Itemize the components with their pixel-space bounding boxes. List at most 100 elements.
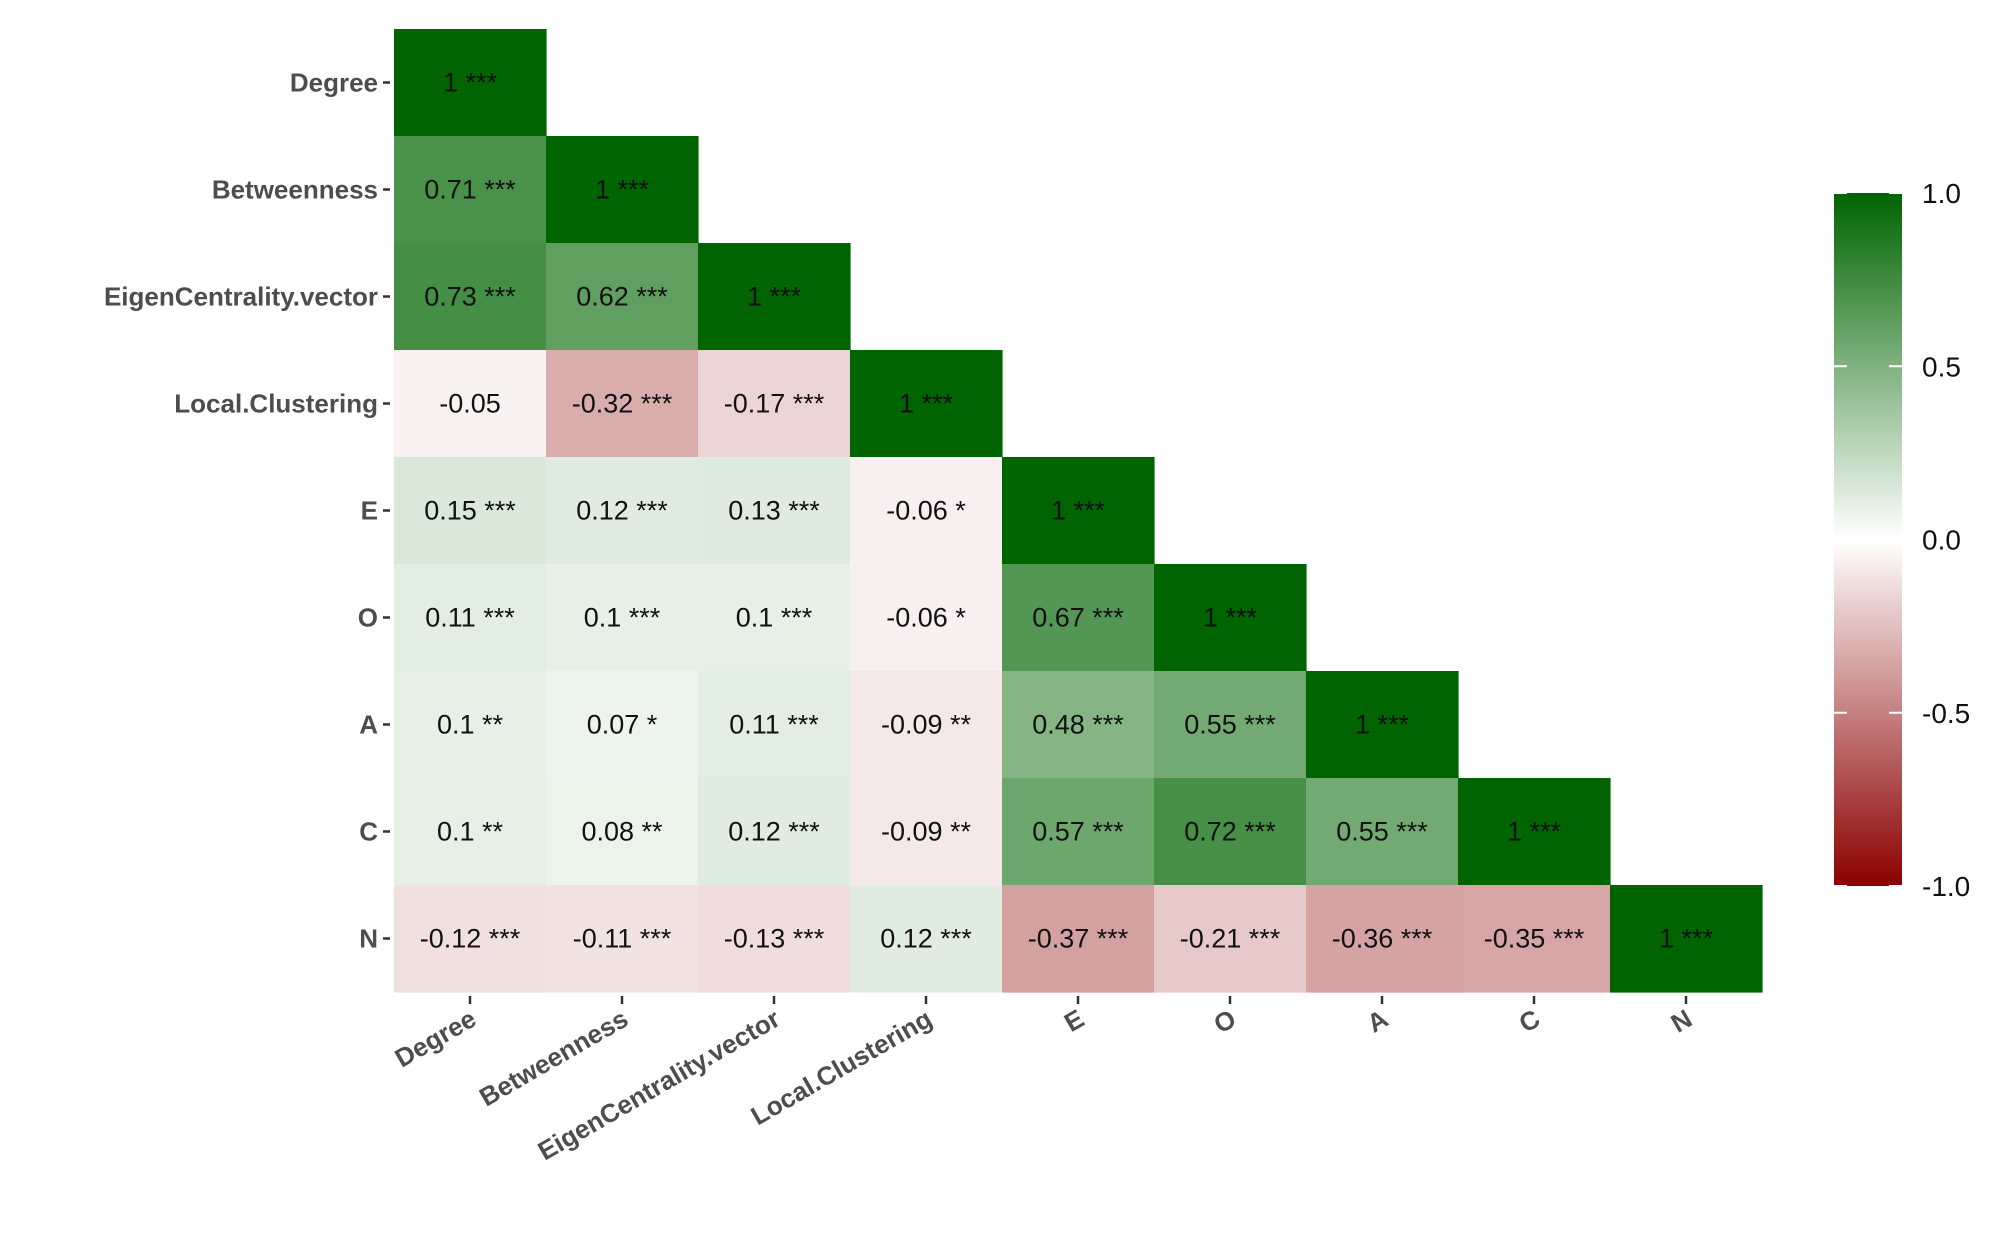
- heatmap-cell-Local.Clustering-Local.Clustering: [850, 350, 1003, 458]
- cell-label-EigenCentrality.vector-Degree: 0.73 ***: [424, 282, 516, 312]
- x-tick-label-N: N: [1666, 1003, 1697, 1038]
- cell-label-N-Betweenness: -0.11 ***: [573, 924, 672, 954]
- cell-label-E-EigenCentrality.vector: 0.13 ***: [728, 496, 820, 526]
- legend-tick-label: -0.5: [1922, 698, 1970, 729]
- y-tick-label-O: O: [358, 603, 378, 633]
- cell-label-A-Degree: 0.1 **: [437, 710, 504, 740]
- cell-label-A-EigenCentrality.vector: 0.11 ***: [729, 710, 819, 740]
- heatmap-cell-Local.Clustering-Betweenness: [546, 350, 699, 458]
- cell-label-O-E: 0.67 ***: [1032, 603, 1124, 633]
- cell-label-C-Betweenness: 0.08 **: [581, 817, 663, 847]
- cell-label-E-Local.Clustering: -0.06 *: [886, 496, 966, 526]
- heatmap-cell-O-Local.Clustering: [850, 564, 1003, 672]
- heatmap-cell-A-Local.Clustering: [850, 671, 1003, 779]
- x-axis: DegreeBetweennessEigenCentrality.vectorL…: [390, 996, 1697, 1166]
- y-tick-label-E: E: [361, 496, 378, 526]
- heatmap-cell-N-C: [1458, 885, 1611, 993]
- heatmap-cell-A-Betweenness: [546, 671, 699, 779]
- cell-label-E-Betweenness: 0.12 ***: [576, 496, 668, 526]
- cell-label-Betweenness-Degree: 0.71 ***: [424, 175, 516, 205]
- heatmap-cell-C-C: [1458, 778, 1611, 886]
- x-tick-label-EigenCentrality.vector: EigenCentrality.vector: [533, 1003, 785, 1166]
- heatmap-cell-E-Betweenness: [546, 457, 699, 565]
- heatmap-cell-EigenCentrality.vector-EigenCentrality.vector: [698, 243, 851, 351]
- cell-label-C-Degree: 0.1 **: [437, 817, 504, 847]
- color-legend: 1.0 0.5 0.0 -0.5 -1.0: [1834, 178, 1970, 902]
- cell-label-N-A: -0.36 ***: [1332, 924, 1433, 954]
- y-tick-label-Betweenness: Betweenness: [212, 175, 378, 205]
- heatmap-cell-N-Degree: [394, 885, 547, 993]
- cell-label-A-O: 0.55 ***: [1184, 710, 1276, 740]
- heatmap-cell-C-EigenCentrality.vector: [698, 778, 851, 886]
- heatmap-cell-N-A: [1306, 885, 1459, 993]
- cell-label-O-EigenCentrality.vector: 0.1 ***: [736, 603, 813, 633]
- heatmap-cell-E-E: [1002, 457, 1155, 565]
- y-tick-label-Degree: Degree: [290, 68, 378, 98]
- heatmap-cell-Local.Clustering-EigenCentrality.vector: [698, 350, 851, 458]
- cell-label-EigenCentrality.vector-Betweenness: 0.62 ***: [576, 282, 668, 312]
- y-tick-label-EigenCentrality.vector: EigenCentrality.vector: [104, 282, 378, 312]
- heatmap-cells: [394, 29, 1763, 993]
- heatmap-cell-labels: 1 *** 0.71 *** 1 *** 0.73 *** 0.62 *** 1 *** -…: [420, 68, 1714, 954]
- heatmap-cell-C-Local.Clustering: [850, 778, 1003, 886]
- cell-label-EigenCentrality.vector-EigenCentrality.vector: 1 ***: [747, 282, 802, 312]
- x-tick-label-A: A: [1362, 1003, 1393, 1038]
- heatmap-cell-C-Betweenness: [546, 778, 699, 886]
- heatmap-cell-C-E: [1002, 778, 1155, 886]
- heatmap-cell-O-O: [1154, 564, 1307, 672]
- cell-label-A-Local.Clustering: -0.09 **: [881, 710, 972, 740]
- heatmap-cell-Betweenness-Degree: [394, 136, 547, 244]
- heatmap-cell-Local.Clustering-Degree: [394, 350, 547, 458]
- cell-label-N-C: -0.35 ***: [1484, 924, 1585, 954]
- heatmap-cell-A-EigenCentrality.vector: [698, 671, 851, 779]
- cell-label-Local.Clustering-Degree: -0.05: [439, 389, 501, 419]
- legend-tick-label: 0.0: [1922, 525, 1961, 556]
- cell-label-C-A: 0.55 ***: [1336, 817, 1428, 847]
- heatmap-cell-C-O: [1154, 778, 1307, 886]
- cell-label-N-Degree: -0.12 ***: [420, 924, 521, 954]
- x-tick-label-O: O: [1208, 1003, 1241, 1039]
- cell-label-E-E: 1 ***: [1051, 496, 1106, 526]
- cell-label-Betweenness-Betweenness: 1 ***: [595, 175, 650, 205]
- y-tick-label-C: C: [359, 817, 378, 847]
- y-tick-label-Local.Clustering: Local.Clustering: [174, 389, 378, 419]
- heatmap-cell-EigenCentrality.vector-Degree: [394, 243, 547, 351]
- cell-label-N-N: 1 ***: [1659, 924, 1714, 954]
- y-axis: Degree Betweenness EigenCentrality.vector L…: [104, 68, 390, 954]
- cell-label-O-Degree: 0.11 ***: [425, 603, 515, 633]
- y-tick-label-N: N: [359, 924, 378, 954]
- cell-label-C-EigenCentrality.vector: 0.12 ***: [728, 817, 820, 847]
- x-tick-label-C: C: [1514, 1003, 1545, 1038]
- cell-label-A-E: 0.48 ***: [1032, 710, 1124, 740]
- cell-label-O-Local.Clustering: -0.06 *: [886, 603, 966, 633]
- heatmap-cell-E-Degree: [394, 457, 547, 565]
- heatmap-cell-N-EigenCentrality.vector: [698, 885, 851, 993]
- heatmap-cell-E-Local.Clustering: [850, 457, 1003, 565]
- heatmap-cell-N-E: [1002, 885, 1155, 993]
- heatmap-cell-E-EigenCentrality.vector: [698, 457, 851, 565]
- cell-label-N-Local.Clustering: 0.12 ***: [880, 924, 972, 954]
- heatmap-cell-N-Betweenness: [546, 885, 699, 993]
- heatmap-cell-N-Local.Clustering: [850, 885, 1003, 993]
- heatmap-cell-O-E: [1002, 564, 1155, 672]
- legend-tick-label: 1.0: [1922, 178, 1961, 209]
- heatmap-cell-Betweenness-Betweenness: [546, 136, 699, 244]
- cell-label-C-C: 1 ***: [1507, 817, 1562, 847]
- heatmap-cell-O-Betweenness: [546, 564, 699, 672]
- heatmap-cell-C-A: [1306, 778, 1459, 886]
- cell-label-C-O: 0.72 ***: [1184, 817, 1276, 847]
- cell-label-Degree-Degree: 1 ***: [443, 68, 498, 98]
- heatmap-cell-N-O: [1154, 885, 1307, 993]
- cell-label-Local.Clustering-Betweenness: -0.32 ***: [572, 389, 673, 419]
- legend-tick-label: 0.5: [1922, 351, 1961, 382]
- heatmap-cell-A-O: [1154, 671, 1307, 779]
- cell-label-O-Betweenness: 0.1 ***: [584, 603, 661, 633]
- cell-label-N-E: -0.37 ***: [1028, 924, 1129, 954]
- heatmap-cell-N-N: [1610, 885, 1763, 993]
- cell-label-A-Betweenness: 0.07 *: [587, 710, 658, 740]
- heatmap-cell-A-Degree: [394, 671, 547, 779]
- x-tick-label-E: E: [1059, 1003, 1089, 1038]
- heatmap-cell-A-A: [1306, 671, 1459, 779]
- legend-tick-label: -1.0: [1922, 871, 1970, 902]
